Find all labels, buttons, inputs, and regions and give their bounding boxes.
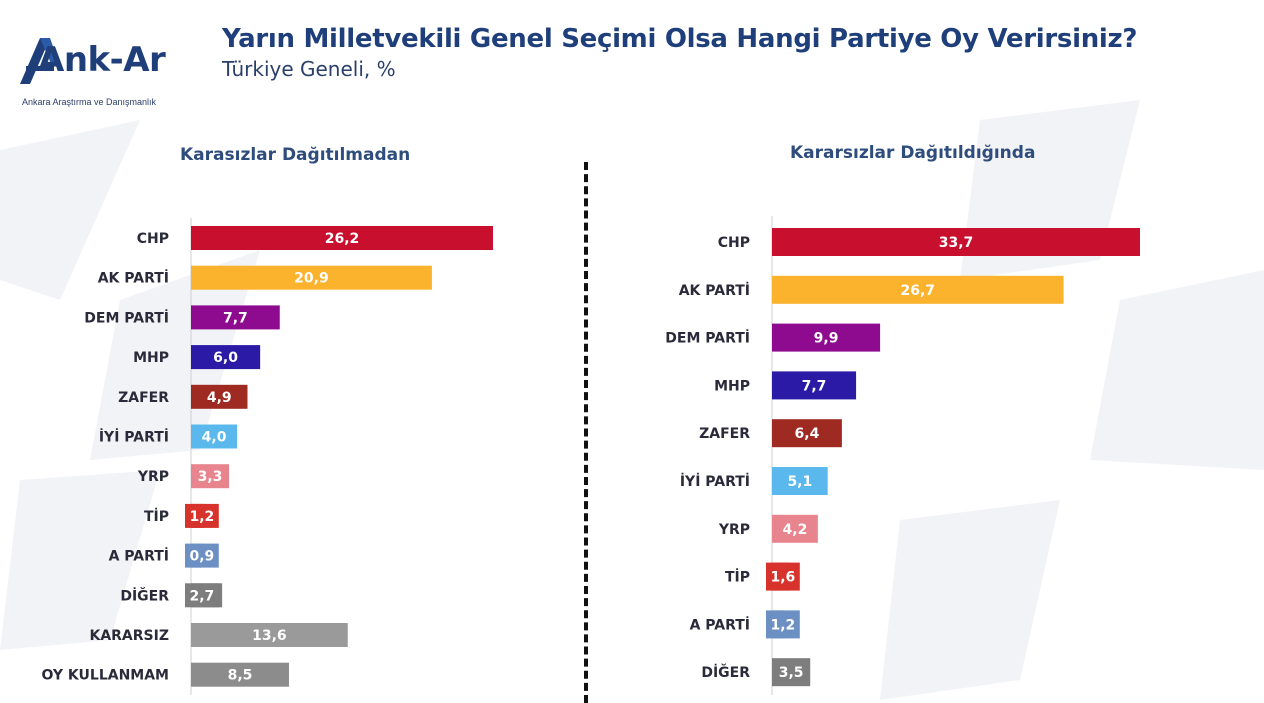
category-label-yrp: YRP — [718, 522, 750, 538]
value-label-yrp: 4,2 — [783, 522, 808, 538]
bar-oy-kullanmam — [191, 662, 289, 687]
page-title: Yarın Milletvekili Genel Seçimi Olsa Han… — [222, 24, 1138, 54]
category-label-a-parti: A PARTİ — [109, 548, 169, 565]
logo-tagline: Ankara Araştırma ve Danışmanlık — [22, 97, 157, 107]
bar-diger — [772, 658, 811, 687]
bar-ak-parti — [772, 275, 1064, 304]
value-label-kararsiz: 13,6 — [252, 628, 287, 644]
value-label-a-parti: 1,2 — [770, 617, 795, 633]
value-label-mhp: 7,7 — [802, 378, 827, 394]
value-label-bg-tip — [185, 503, 219, 528]
category-label-yrp: YRP — [137, 469, 169, 485]
right-bar-chart: CHP 33,7 AK PARTİ 26,7 DEM PARTİ 9,9 MHP 7,7 ZAF… — [665, 216, 1140, 695]
value-label-dem-parti: 9,9 — [814, 331, 839, 347]
category-label-zafer: ZAFER — [699, 426, 750, 442]
logo-mark-icon — [20, 38, 60, 84]
bar-iyi-parti — [772, 467, 828, 495]
value-label-tip: 1,6 — [770, 570, 795, 586]
value-label-bg-a-parti — [766, 610, 800, 639]
bar-ak-parti — [191, 265, 432, 290]
category-label-oy-kullanmam: OY KULLANMAM — [42, 668, 169, 684]
value-label-iyi-parti: 4,0 — [202, 430, 227, 446]
value-label-oy-kullanmam: 8,5 — [228, 668, 253, 684]
bar-kararsiz — [191, 623, 348, 647]
category-label-ak-parti: AK PARTİ — [98, 270, 169, 287]
category-label-iyi-parti: İYİ PARTİ — [680, 473, 750, 490]
value-label-bg-a-parti — [185, 543, 219, 568]
value-label-diger: 2,7 — [189, 588, 214, 604]
bar-dem-parti — [772, 323, 881, 352]
value-label-ak-parti: 26,7 — [901, 283, 936, 299]
value-label-tip: 1,2 — [189, 509, 214, 525]
value-label-zafer: 4,9 — [207, 390, 232, 406]
category-label-mhp: MHP — [714, 378, 750, 394]
value-label-a-parti: 0,9 — [189, 549, 214, 565]
category-label-diger: DİĞER — [120, 586, 169, 604]
value-label-chp: 33,7 — [939, 235, 974, 251]
value-label-zafer: 6,4 — [795, 426, 820, 442]
category-label-dem-parti: DEM PARTİ — [665, 330, 750, 347]
bar-chp — [772, 228, 1140, 256]
value-label-ak-parti: 20,9 — [294, 271, 329, 287]
left-panel-title: Karasızlar Dağıtılmadan — [180, 145, 411, 165]
value-label-diger: 3,5 — [779, 665, 804, 681]
category-label-ak-parti: AK PARTİ — [679, 282, 750, 299]
category-label-chp: CHP — [137, 231, 169, 247]
category-label-zafer: ZAFER — [118, 390, 169, 406]
left-bar-chart: CHP 26,2 AK PARTİ 20,9 DEM PARTİ 7,7 MHP 6,0 ZAF… — [42, 218, 493, 695]
category-label-chp: CHP — [718, 235, 750, 251]
value-label-mhp: 6,0 — [213, 350, 238, 366]
bar-mhp — [191, 345, 261, 370]
bar-mhp — [772, 371, 857, 400]
bar-yrp — [772, 514, 818, 543]
category-label-dem-parti: DEM PARTİ — [84, 309, 169, 326]
value-label-bg-diger — [185, 583, 219, 608]
bar-zafer — [772, 419, 842, 448]
category-label-kararsiz: KARARSIZ — [89, 628, 169, 644]
category-label-diger: DİĞER — [701, 663, 750, 681]
value-label-bg-tip — [766, 562, 800, 591]
panel-divider — [584, 162, 588, 703]
category-label-a-parti: A PARTİ — [690, 616, 750, 633]
bar-zafer — [191, 384, 248, 409]
bar-yrp — [191, 464, 230, 489]
value-label-chp: 26,2 — [325, 231, 360, 247]
bar-iyi-parti — [191, 424, 238, 449]
page-subtitle: Türkiye Geneli, % — [222, 57, 396, 81]
right-panel-title: Kararsızlar Dağıtıldığında — [790, 143, 1036, 163]
value-label-yrp: 3,3 — [198, 469, 223, 485]
category-label-iyi-parti: İYİ PARTİ — [99, 429, 169, 446]
value-label-dem-parti: 7,7 — [223, 310, 248, 326]
bar-dem-parti — [191, 305, 280, 330]
logo-name: Ank-Ar — [38, 40, 166, 80]
category-label-tip: TİP — [144, 508, 169, 525]
category-label-mhp: MHP — [133, 350, 169, 366]
value-label-iyi-parti: 5,1 — [787, 474, 812, 490]
category-label-tip: TİP — [725, 569, 750, 586]
bar-chp — [191, 226, 493, 250]
